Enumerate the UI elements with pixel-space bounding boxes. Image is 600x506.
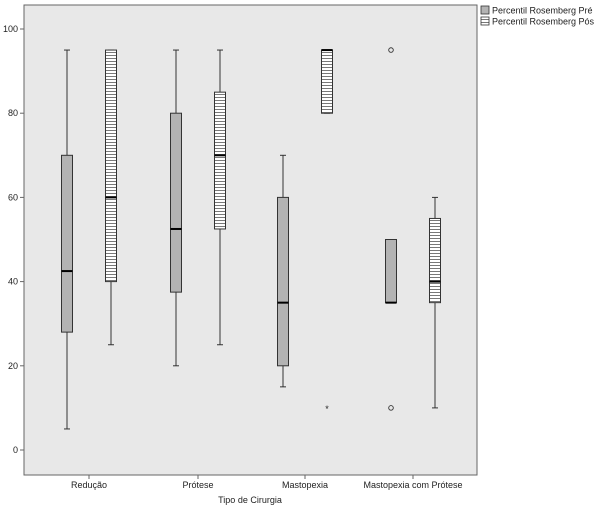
x-tick-label: Redução [71, 480, 107, 490]
outlier-star: * [325, 404, 329, 414]
box-pos [429, 196, 441, 409]
box-pre [277, 154, 289, 388]
box-iqr [277, 196, 289, 367]
outlier-circle [388, 405, 394, 411]
y-tick-label: 60 [8, 192, 18, 202]
x-tick-label: Prótese [182, 480, 213, 490]
x-axis: Redução Prótese Mastopexia Mastopexia com P… [71, 475, 463, 490]
box-iqr [385, 239, 397, 304]
box-iqr [170, 112, 182, 293]
box-pos: * [321, 49, 333, 414]
box-iqr [61, 154, 73, 333]
box-iqr [214, 91, 226, 230]
outlier-circle [388, 47, 394, 53]
box-pos [105, 49, 117, 346]
y-tick-label: 100 [3, 24, 18, 34]
x-tick-label: Mastopexia [282, 480, 328, 490]
y-axis: 0 20 40 60 80 100 [3, 24, 24, 455]
box-pos [214, 49, 226, 346]
x-axis-title: Tipo de Cirurgia [218, 495, 282, 505]
box-pre [61, 49, 73, 430]
legend-label: Percentil Rosemberg Pré [492, 6, 593, 16]
box-pre [385, 47, 397, 411]
plot-area [23, 4, 478, 476]
legend-swatch [480, 16, 490, 26]
legend-label: Percentil Rosemberg Pós [492, 17, 595, 27]
box-iqr [321, 49, 333, 114]
box-iqr [105, 49, 117, 283]
boxes-layer: * [61, 47, 441, 430]
box-pre [170, 49, 182, 367]
legend-swatch [480, 5, 490, 15]
x-tick-label: Mastopexia com Prótese [363, 480, 462, 490]
y-tick-label: 0 [13, 445, 18, 455]
y-tick-label: 20 [8, 361, 18, 371]
y-tick-label: 80 [8, 108, 18, 118]
box-iqr [429, 217, 441, 304]
y-tick-label: 40 [8, 277, 18, 287]
